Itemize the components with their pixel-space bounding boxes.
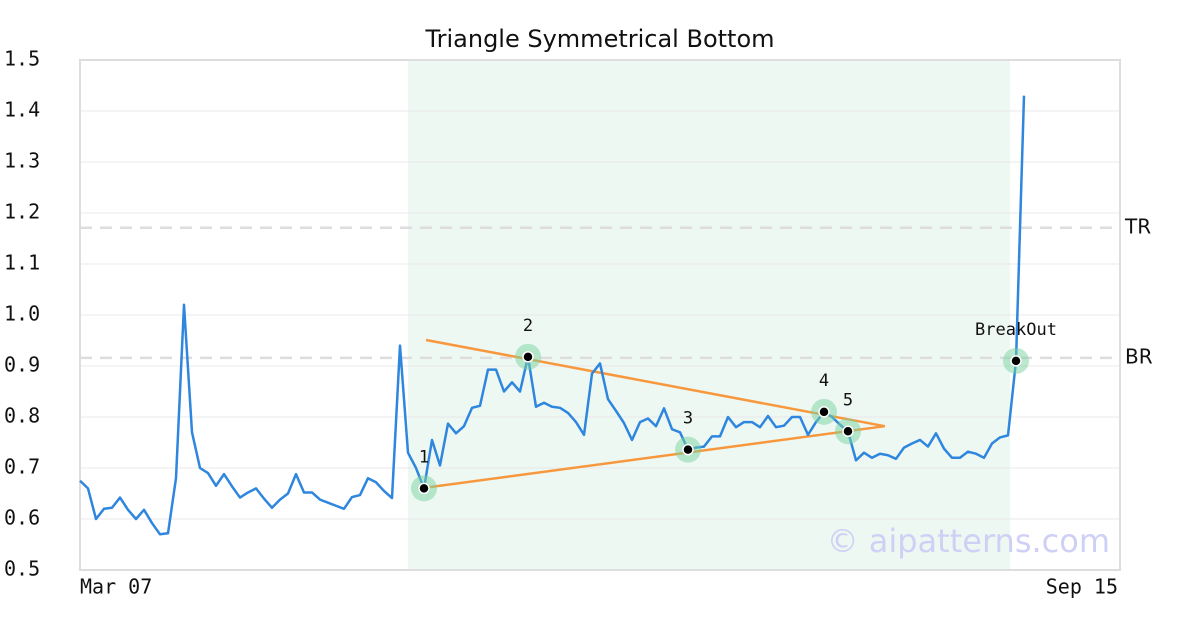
watermark: © aipatterns.com [827, 522, 1110, 560]
point-dot [1010, 355, 1022, 367]
y-tick-label: 1.3 [4, 149, 40, 173]
point-dot [842, 425, 854, 438]
y-tick-label: 1.2 [4, 200, 40, 224]
y-tick-label: 0.9 [4, 353, 40, 377]
y-tick-label: 1.0 [4, 302, 40, 326]
point-dot [682, 443, 694, 456]
y-tick-label: 0.5 [4, 557, 40, 581]
point-label: 1 [419, 447, 429, 467]
x-tick-label: Sep 15 [1046, 575, 1118, 599]
point-label: 3 [683, 409, 693, 429]
level-label: BR [1125, 344, 1153, 368]
point-dot [818, 406, 830, 418]
y-tick-label: 0.8 [4, 404, 40, 428]
plot-border [79, 59, 1121, 571]
point-label: 4 [819, 371, 829, 391]
price-line [79, 95, 1026, 536]
y-tick-label: 1.4 [4, 98, 40, 122]
point-dot [522, 351, 534, 363]
point-label: 5 [843, 390, 853, 410]
y-tick-label: 1.1 [4, 251, 40, 275]
y-tick-label: 1.5 [4, 47, 40, 71]
point-label: 2 [523, 316, 533, 336]
y-tick-label: 0.6 [4, 506, 40, 530]
point-label: BreakOut [975, 320, 1057, 340]
y-tick-label: 0.7 [4, 455, 40, 479]
trend-line [425, 338, 886, 428]
x-tick-label: Mar 07 [80, 575, 152, 599]
point-dot [418, 482, 430, 495]
level-label: TR [1124, 214, 1151, 238]
trend-line [423, 424, 885, 490]
chart-title: Triangle Symmetrical Bottom [424, 25, 774, 53]
